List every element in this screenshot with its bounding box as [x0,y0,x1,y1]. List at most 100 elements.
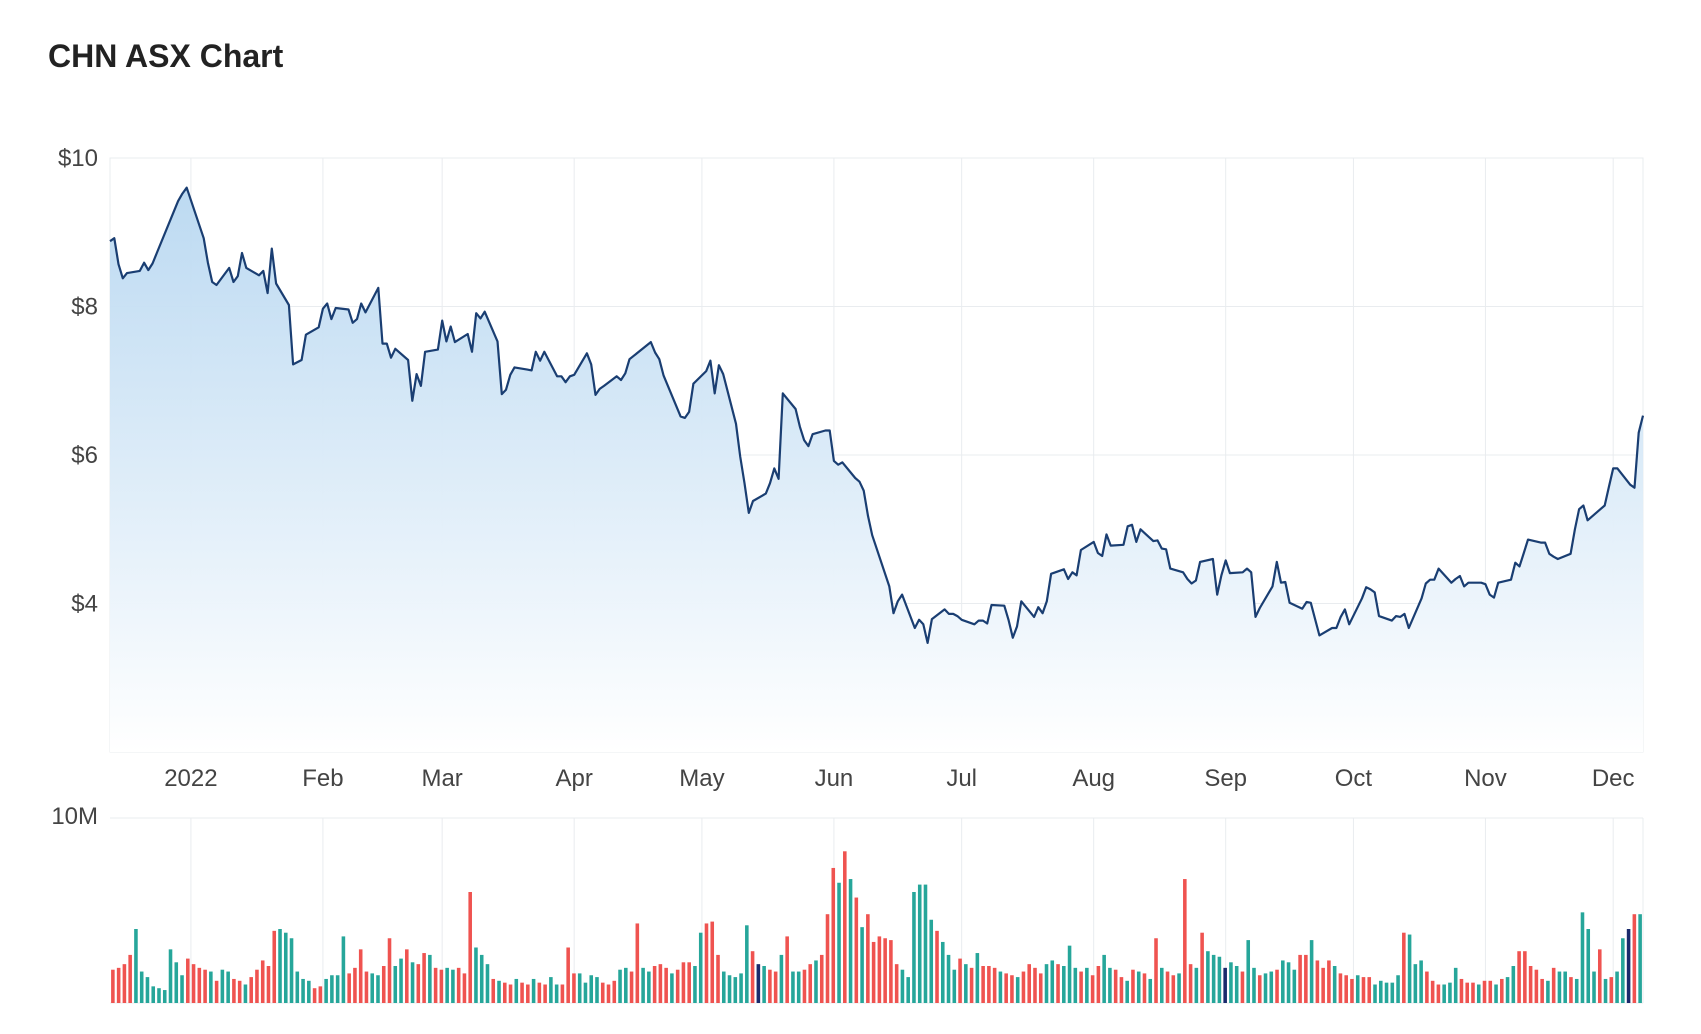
volume-bar [1615,971,1619,1003]
volume-bar [410,962,415,1003]
volume-bar [727,975,732,1003]
volume-bar [583,982,588,1003]
volume-tick-label: 10M [51,803,98,830]
volume-bar [260,960,265,1003]
x-tick-label: Aug [1072,765,1115,792]
volume-bar [1188,964,1193,1003]
volume-bar [577,973,582,1003]
volume-bar [675,969,680,1003]
volume-bar [1609,977,1614,1003]
x-tick-label: Sep [1204,765,1247,792]
volume-bar [1442,984,1446,1003]
volume-bar [1621,938,1625,1003]
volume-bar [964,964,968,1003]
volume-bar [883,938,887,1003]
volume-bar [122,964,127,1003]
volume-bar [1269,971,1274,1003]
volume-bar [381,966,386,1003]
volume-bar [664,967,668,1003]
y-tick-label: $6 [71,442,98,469]
volume-bar [1252,967,1256,1003]
volume-bar [1603,978,1608,1003]
volume-bar [1569,977,1573,1003]
volume-bar [825,914,830,1003]
volume-bar [1038,973,1043,1003]
x-axis: 2022 Feb Mar Apr May Jun Jul Aug Sep Oct Nov Dec [164,765,1634,792]
volume-bar [1557,971,1562,1003]
volume-bar [456,967,461,1003]
volume-bar [537,982,542,1003]
volume-bar [531,978,536,1003]
volume-bar [837,882,841,1003]
volume-bar [1309,940,1314,1003]
volume-bar [940,941,945,1003]
volume-bar [814,960,818,1003]
volume-bar [1327,960,1331,1003]
volume-bar [1119,977,1124,1003]
volume-bar [1257,975,1262,1003]
volume-bar [1453,967,1458,1003]
volume-bar [658,964,663,1003]
volume-bar [1402,932,1406,1003]
volume-bar [969,967,974,1003]
volume-bar [474,947,478,1003]
volume-bar [624,967,628,1003]
volume-bar [549,977,553,1003]
volume-bar [1275,969,1279,1003]
volume-bar [445,967,449,1003]
volume-bar [600,982,605,1003]
volume-bar [220,969,225,1003]
volume-bar [399,958,403,1003]
volume-bar [745,925,749,1003]
price-area [110,187,1643,752]
volume-bar [560,984,565,1003]
volume-bar [946,954,951,1003]
volume-bar [1165,971,1170,1003]
volume-bar [992,967,997,1003]
volume-bar [249,977,253,1003]
volume-bar [324,978,328,1003]
volume-bar [1563,971,1567,1003]
volume-bar [572,973,576,1003]
volume-bar [508,984,513,1003]
volume-bar [1079,971,1083,1003]
volume-bar [1263,973,1268,1003]
volume-bar [831,867,836,1003]
volume-bar [1500,978,1504,1003]
volume-bar [1159,967,1164,1003]
volume-bar [1465,982,1470,1003]
volume-bar [929,919,934,1003]
volume-bar [226,971,230,1003]
volume-bar [468,892,472,1003]
volume-bar [1540,978,1544,1003]
volume-bar [1148,978,1153,1003]
x-tick-label: May [679,765,724,792]
volume-bar [514,978,519,1003]
volume-bar [1632,914,1637,1003]
volume-bar [232,978,236,1003]
volume-bar [1171,975,1176,1003]
volume-bar [894,964,899,1003]
volume-bar [439,969,444,1003]
volume-bar [900,969,905,1003]
volume-bar [698,932,703,1003]
volume-bar [186,958,190,1003]
volume-bar [762,966,766,1003]
volume-bar [612,980,617,1003]
volume-bar [1597,949,1602,1003]
volume-bar [1056,964,1060,1003]
x-tick-label: Dec [1592,765,1635,792]
volume-bar [1459,978,1464,1003]
volume-bar [687,962,691,1003]
volume-bar [1523,951,1527,1003]
volume-bar [307,980,311,1003]
volume-bar [1240,971,1245,1003]
volume-bar [1229,962,1233,1003]
volume-bar [1517,951,1521,1003]
volume-bar [1367,977,1372,1003]
volume-bar [785,936,789,1003]
volume-bar [335,975,340,1003]
volume-bar [854,897,859,1003]
volume-bar [145,977,150,1003]
